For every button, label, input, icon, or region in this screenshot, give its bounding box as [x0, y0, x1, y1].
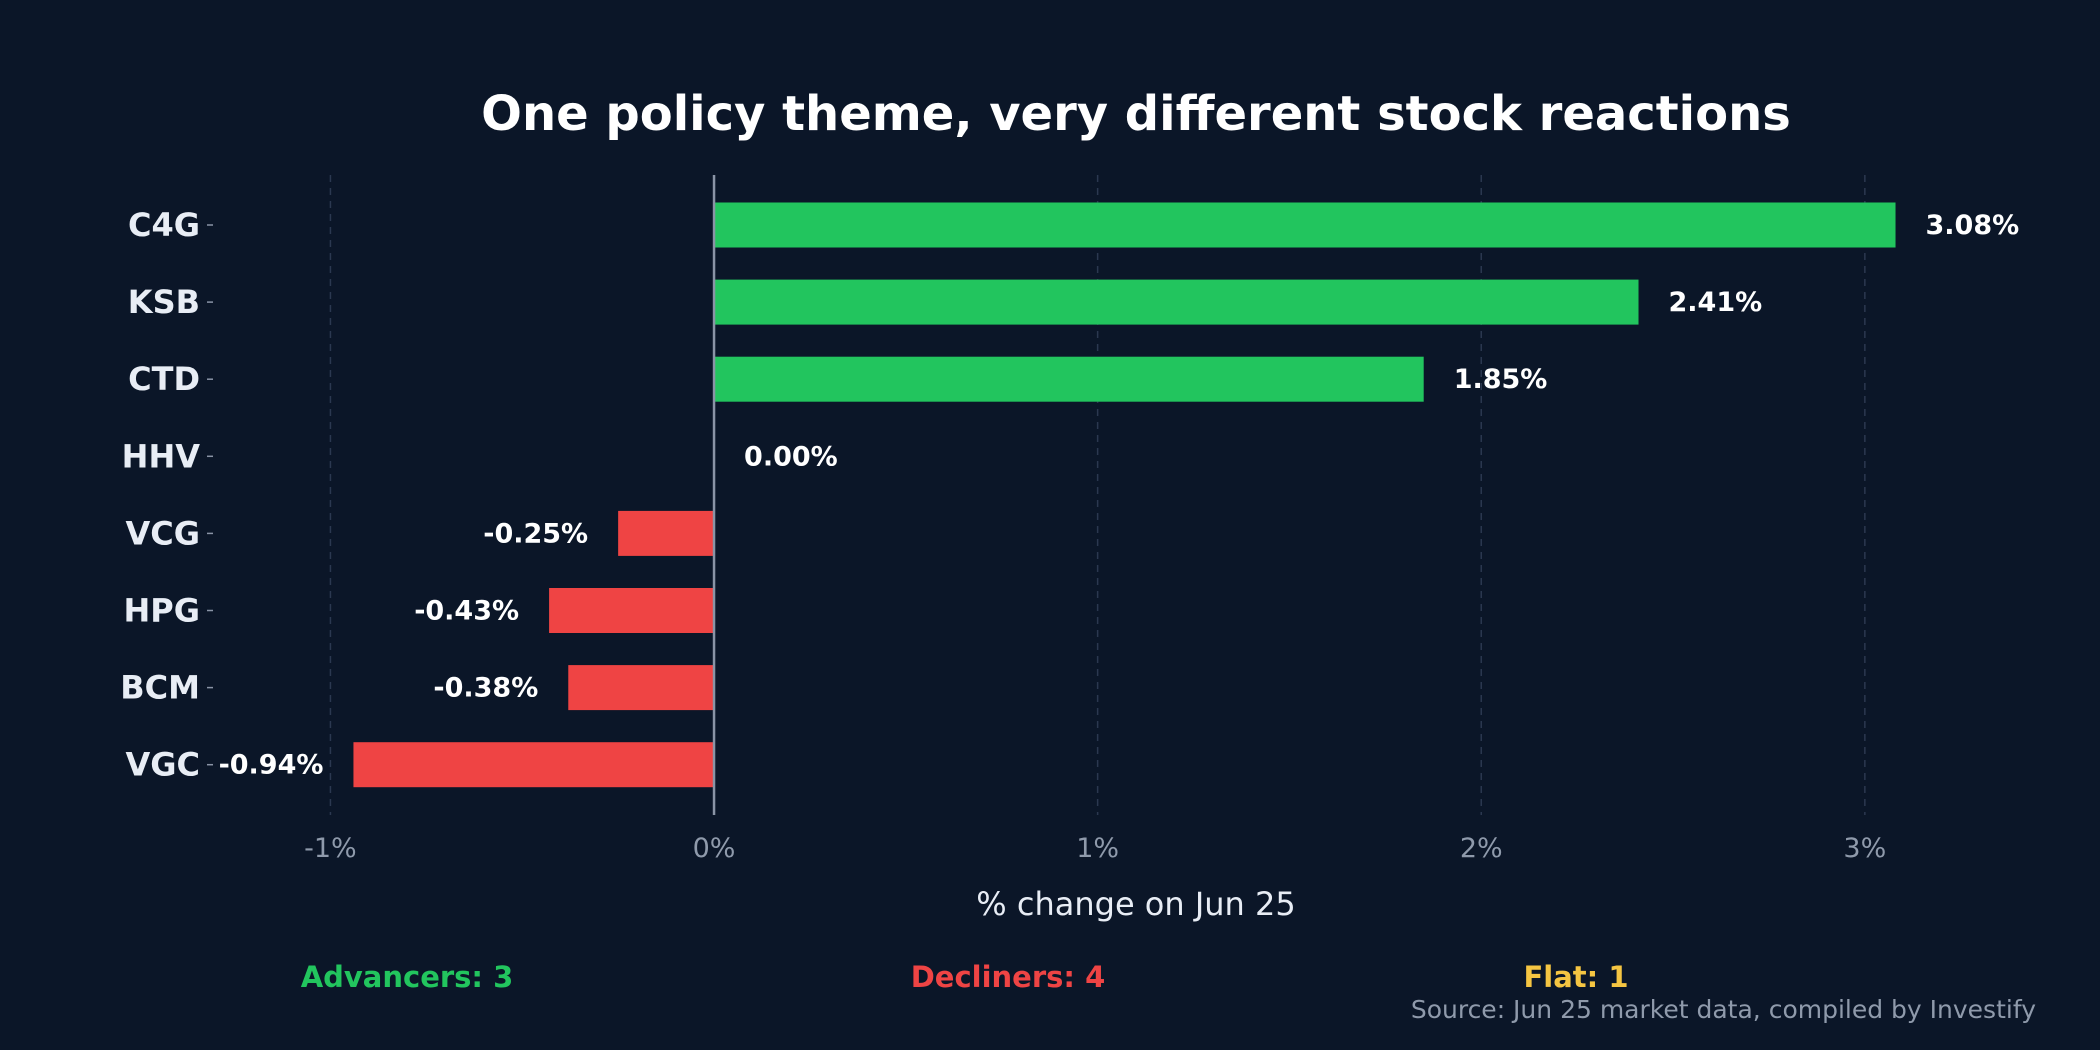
- bar: [353, 742, 715, 788]
- category-label: VCG: [125, 514, 200, 552]
- x-tick-label: 2%: [1460, 833, 1503, 864]
- source-note: Source: Jun 25 market data, compiled by …: [1411, 995, 2036, 1024]
- category-label: HPG: [124, 592, 201, 630]
- x-axis-title: % change on Jun 25: [976, 885, 1295, 923]
- value-label: -0.25%: [483, 518, 588, 549]
- category-label: VGC: [125, 746, 200, 784]
- value-label: 3.08%: [1926, 210, 2020, 241]
- chart-title: One policy theme, very different stock r…: [481, 86, 1791, 142]
- x-tick-label: 3%: [1843, 833, 1886, 864]
- bar: [714, 202, 1896, 248]
- x-tick-label: 0%: [693, 833, 736, 864]
- x-tick-label: -1%: [304, 833, 357, 864]
- value-label: 0.00%: [744, 441, 838, 472]
- bar: [714, 279, 1639, 325]
- flat-count: Flat: 1: [1523, 960, 1628, 994]
- category-label: CTD: [128, 360, 200, 398]
- bar: [549, 588, 715, 633]
- bar: [618, 510, 715, 556]
- value-label: -0.94%: [219, 750, 324, 781]
- category-label: HHV: [122, 437, 201, 475]
- category-label: KSB: [128, 283, 200, 321]
- value-label: 2.41%: [1669, 287, 1763, 318]
- advancers-count: Advancers: 3: [301, 960, 514, 994]
- label-layer: -1% 0% 1% 2% 3% C4G 3.08% KSB 2.41% CTD 1.85% HHV 0.…: [120, 206, 2019, 864]
- category-label: C4G: [128, 206, 200, 244]
- x-tick-label: 1%: [1076, 833, 1119, 864]
- bar: [568, 665, 715, 711]
- decliners-count: Decliners: 4: [911, 960, 1106, 994]
- value-label: 1.85%: [1454, 364, 1548, 395]
- bar: [714, 356, 1424, 402]
- bar-layer: [353, 175, 1896, 815]
- value-label: -0.43%: [414, 596, 519, 627]
- category-label: BCM: [120, 669, 200, 707]
- value-label: -0.38%: [433, 673, 538, 704]
